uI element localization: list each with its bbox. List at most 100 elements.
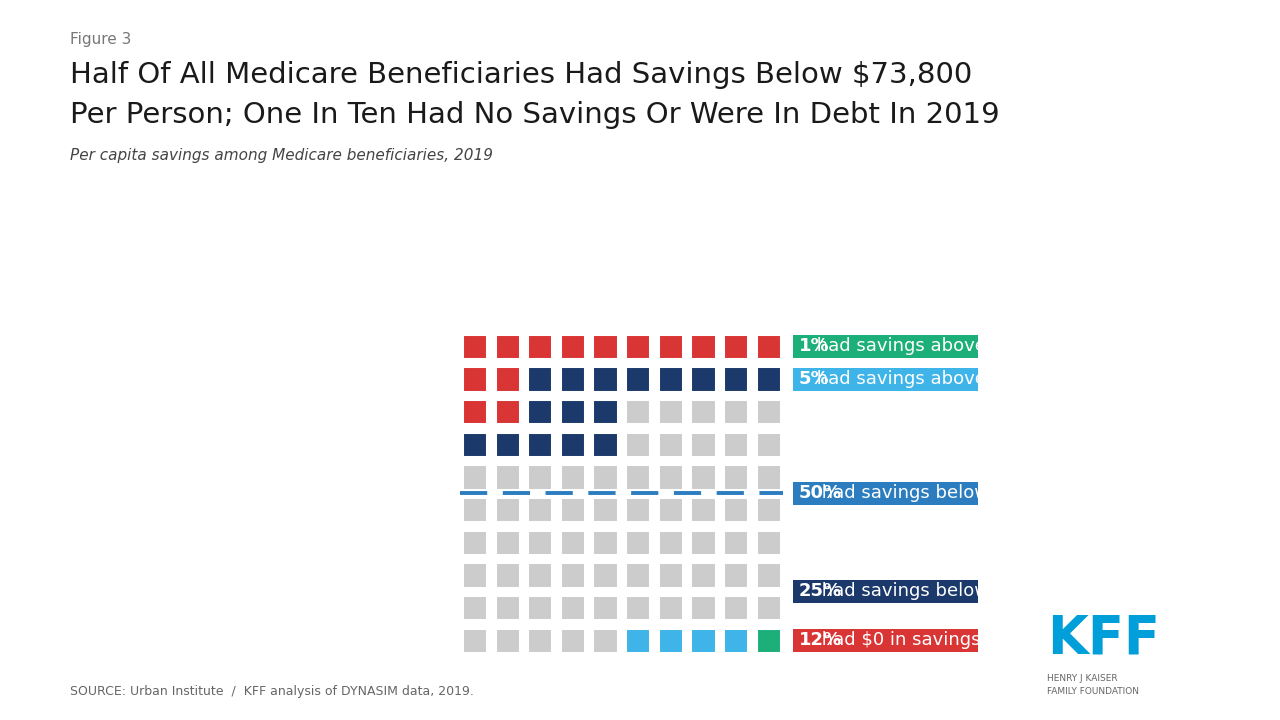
Text: had $0 in savings or were in debt: had $0 in savings or were in debt (817, 631, 1124, 649)
FancyBboxPatch shape (658, 334, 684, 359)
FancyBboxPatch shape (792, 629, 978, 652)
FancyBboxPatch shape (462, 432, 488, 457)
FancyBboxPatch shape (462, 464, 488, 490)
FancyBboxPatch shape (527, 334, 553, 359)
FancyBboxPatch shape (462, 562, 488, 588)
FancyBboxPatch shape (527, 464, 553, 490)
Text: had savings above $1,391,300: had savings above $1,391,300 (810, 370, 1094, 388)
FancyBboxPatch shape (462, 399, 488, 424)
FancyBboxPatch shape (462, 366, 488, 392)
FancyBboxPatch shape (527, 366, 553, 392)
FancyBboxPatch shape (494, 530, 520, 555)
FancyBboxPatch shape (723, 530, 749, 555)
FancyBboxPatch shape (527, 497, 553, 522)
Text: 5%: 5% (799, 370, 829, 388)
FancyBboxPatch shape (658, 432, 684, 457)
FancyBboxPatch shape (625, 595, 650, 620)
FancyBboxPatch shape (494, 562, 520, 588)
FancyBboxPatch shape (658, 399, 684, 424)
FancyBboxPatch shape (559, 334, 585, 359)
FancyBboxPatch shape (494, 497, 520, 522)
FancyBboxPatch shape (593, 399, 618, 424)
Text: 1%: 1% (799, 338, 829, 356)
FancyBboxPatch shape (625, 334, 650, 359)
Text: Per capita savings among Medicare beneficiaries, 2019: Per capita savings among Medicare benefi… (70, 148, 493, 163)
FancyBboxPatch shape (755, 497, 781, 522)
Text: Figure 3: Figure 3 (70, 32, 132, 48)
FancyBboxPatch shape (625, 562, 650, 588)
FancyBboxPatch shape (755, 366, 781, 392)
Text: 25%: 25% (799, 582, 842, 600)
Text: HENRY J KAISER
FAMILY FOUNDATION: HENRY J KAISER FAMILY FOUNDATION (1047, 674, 1139, 696)
FancyBboxPatch shape (559, 399, 585, 424)
FancyBboxPatch shape (658, 595, 684, 620)
FancyBboxPatch shape (527, 432, 553, 457)
FancyBboxPatch shape (559, 432, 585, 457)
FancyBboxPatch shape (593, 432, 618, 457)
FancyBboxPatch shape (625, 530, 650, 555)
FancyBboxPatch shape (792, 368, 978, 390)
FancyBboxPatch shape (527, 595, 553, 620)
FancyBboxPatch shape (625, 464, 650, 490)
FancyBboxPatch shape (723, 366, 749, 392)
FancyBboxPatch shape (723, 595, 749, 620)
FancyBboxPatch shape (494, 464, 520, 490)
FancyBboxPatch shape (494, 366, 520, 392)
FancyBboxPatch shape (658, 366, 684, 392)
FancyBboxPatch shape (755, 334, 781, 359)
FancyBboxPatch shape (559, 497, 585, 522)
FancyBboxPatch shape (559, 366, 585, 392)
FancyBboxPatch shape (527, 628, 553, 653)
FancyBboxPatch shape (690, 432, 716, 457)
Text: had savings above $3,308,150: had savings above $3,308,150 (810, 338, 1094, 356)
FancyBboxPatch shape (625, 497, 650, 522)
Text: had savings below $8,500: had savings below $8,500 (817, 582, 1057, 600)
FancyBboxPatch shape (593, 497, 618, 522)
FancyBboxPatch shape (527, 399, 553, 424)
FancyBboxPatch shape (658, 628, 684, 653)
Text: SOURCE: Urban Institute  /  KFF analysis of DYNASIM data, 2019.: SOURCE: Urban Institute / KFF analysis o… (70, 685, 475, 698)
FancyBboxPatch shape (755, 464, 781, 490)
FancyBboxPatch shape (658, 562, 684, 588)
FancyBboxPatch shape (755, 530, 781, 555)
FancyBboxPatch shape (559, 628, 585, 653)
Text: had savings below $73,800: had savings below $73,800 (817, 485, 1069, 503)
FancyBboxPatch shape (792, 335, 978, 358)
FancyBboxPatch shape (755, 595, 781, 620)
FancyBboxPatch shape (658, 530, 684, 555)
FancyBboxPatch shape (462, 497, 488, 522)
FancyBboxPatch shape (690, 562, 716, 588)
FancyBboxPatch shape (462, 334, 488, 359)
FancyBboxPatch shape (593, 562, 618, 588)
FancyBboxPatch shape (723, 628, 749, 653)
FancyBboxPatch shape (593, 595, 618, 620)
FancyBboxPatch shape (792, 482, 978, 505)
FancyBboxPatch shape (723, 562, 749, 588)
FancyBboxPatch shape (755, 399, 781, 424)
Text: Per Person; One In Ten Had No Savings Or Were In Debt In 2019: Per Person; One In Ten Had No Savings Or… (70, 101, 1000, 129)
FancyBboxPatch shape (527, 562, 553, 588)
FancyBboxPatch shape (690, 366, 716, 392)
FancyBboxPatch shape (690, 628, 716, 653)
FancyBboxPatch shape (625, 399, 650, 424)
FancyBboxPatch shape (723, 432, 749, 457)
FancyBboxPatch shape (593, 366, 618, 392)
FancyBboxPatch shape (755, 562, 781, 588)
Text: Half Of All Medicare Beneficiaries Had Savings Below $73,800: Half Of All Medicare Beneficiaries Had S… (70, 61, 973, 89)
FancyBboxPatch shape (494, 334, 520, 359)
FancyBboxPatch shape (494, 628, 520, 653)
FancyBboxPatch shape (723, 464, 749, 490)
FancyBboxPatch shape (593, 464, 618, 490)
Text: KFF: KFF (1047, 612, 1160, 665)
FancyBboxPatch shape (559, 595, 585, 620)
FancyBboxPatch shape (690, 334, 716, 359)
FancyBboxPatch shape (625, 366, 650, 392)
FancyBboxPatch shape (559, 464, 585, 490)
FancyBboxPatch shape (462, 595, 488, 620)
FancyBboxPatch shape (658, 464, 684, 490)
Text: 12%: 12% (799, 631, 842, 649)
FancyBboxPatch shape (792, 580, 978, 603)
FancyBboxPatch shape (625, 628, 650, 653)
FancyBboxPatch shape (755, 628, 781, 653)
Text: 50%: 50% (799, 485, 842, 503)
